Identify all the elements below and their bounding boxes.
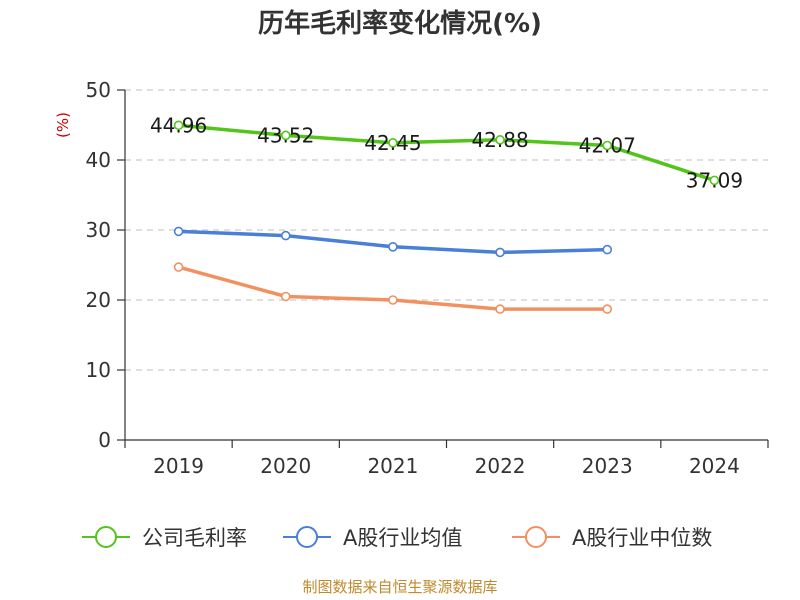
data-point	[602, 244, 613, 255]
data-point	[173, 120, 184, 131]
legend-item-1: A股行业均值	[283, 526, 462, 550]
legend-marker	[525, 526, 547, 548]
data-label: 42.07	[579, 134, 636, 158]
series-2	[173, 262, 613, 314]
y-tick-label: 30	[86, 218, 111, 242]
legend-marker	[296, 526, 318, 548]
series-line	[176, 123, 717, 183]
data-label: 43.52	[257, 123, 314, 147]
x-tick-label: 2019	[153, 454, 204, 478]
data-point	[388, 242, 398, 252]
data-point	[388, 295, 398, 305]
data-point	[388, 138, 398, 148]
y-tick-label: 40	[86, 148, 111, 172]
data-point	[173, 262, 184, 272]
y-tick-label: 50	[86, 78, 111, 102]
legend-marker	[95, 526, 117, 548]
series-lines	[173, 120, 720, 314]
legend: 公司毛利率 A股行业均值 A股行业中位数	[82, 526, 712, 550]
data-point	[495, 247, 505, 258]
axes	[117, 89, 769, 448]
y-tick-label: 0	[98, 428, 111, 452]
data-point	[495, 304, 505, 314]
data-point	[280, 230, 291, 241]
data-point	[602, 304, 613, 314]
data-point	[280, 291, 291, 302]
x-tick-labels: 2019 2020 2021 2022 2023 2024	[153, 454, 740, 478]
data-label: 42.45	[364, 131, 421, 155]
x-tick-label: 2023	[582, 454, 633, 478]
x-tick-label: 2020	[260, 454, 311, 478]
legend-label: 公司毛利率	[142, 526, 247, 550]
series-0	[173, 120, 720, 186]
x-tick-label: 2022	[475, 454, 526, 478]
x-tick-label: 2021	[367, 454, 418, 478]
y-tick-label: 20	[86, 288, 111, 312]
data-point	[709, 175, 720, 186]
gridlines	[125, 89, 768, 371]
data-point	[495, 135, 505, 145]
y-axis-label: (%)	[54, 112, 72, 138]
data-point	[173, 226, 184, 237]
data-label: 42.88	[471, 128, 528, 152]
legend-item-2: A股行业中位数	[512, 526, 712, 550]
data-label: 37.09	[686, 168, 743, 192]
chart-title: 历年毛利率变化情况(%)	[258, 8, 542, 39]
data-labels: 44.96 43.52 42.45 42.88 42.07 37.09	[150, 113, 743, 192]
legend-item-0: 公司毛利率	[82, 526, 247, 550]
legend-label: A股行业均值	[343, 526, 462, 550]
series-1	[173, 226, 613, 258]
data-point	[280, 130, 291, 141]
x-tick-label: 2024	[689, 454, 740, 478]
data-point	[602, 140, 613, 151]
legend-label: A股行业中位数	[572, 526, 712, 550]
y-tick-label: 10	[86, 358, 111, 382]
y-tick-labels: 0 10 20 30 40 50	[86, 78, 111, 452]
data-label: 44.96	[150, 113, 207, 137]
source-note: 制图数据来自恒生聚源数据库	[302, 578, 497, 596]
